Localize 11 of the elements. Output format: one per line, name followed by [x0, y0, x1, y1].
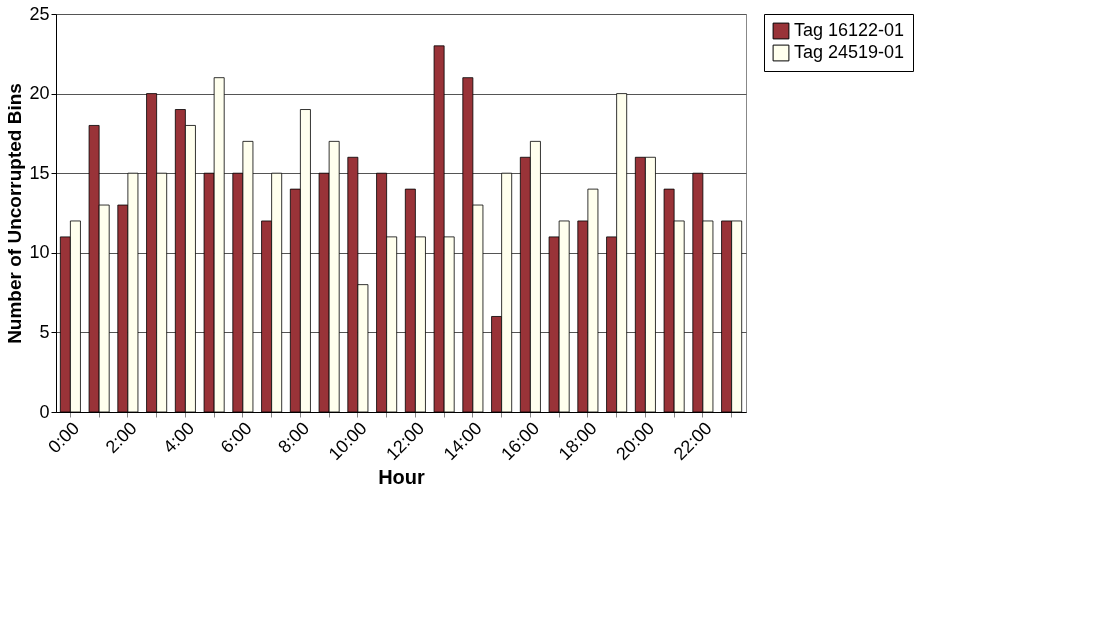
y-tick-label: 10 — [29, 242, 50, 263]
x-tick-label: 6:00 — [216, 418, 256, 458]
y-tick-label: 25 — [29, 3, 50, 24]
x-tick-label: 4:00 — [159, 418, 199, 458]
legend-label: Tag 24519-01 — [794, 42, 905, 62]
y-axis-title: Number of Uncorrupted Bins — [4, 83, 26, 344]
legend-label: Tag 16122-01 — [794, 20, 905, 40]
y-tick-label: 15 — [29, 162, 50, 183]
y-tick-label: 5 — [39, 321, 50, 342]
y-tick-label: 20 — [29, 83, 50, 104]
x-axis-title: Hour — [378, 466, 426, 489]
